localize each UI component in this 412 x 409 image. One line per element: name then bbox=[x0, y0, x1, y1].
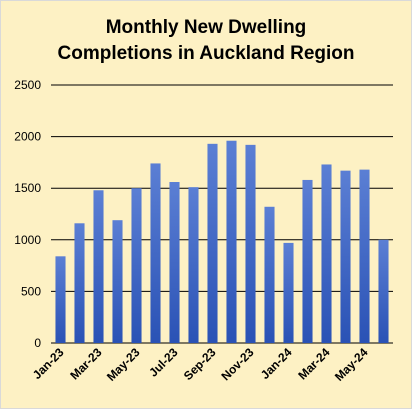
bar bbox=[359, 169, 370, 343]
bar bbox=[207, 143, 218, 343]
x-tick-label: May-24 bbox=[332, 345, 371, 384]
y-tick-label: 1000 bbox=[14, 233, 41, 247]
x-tick-label: Nov-23 bbox=[218, 345, 256, 383]
bar bbox=[150, 163, 161, 343]
bar bbox=[74, 223, 85, 343]
bar bbox=[55, 256, 66, 343]
y-axis-ticks: 0 500 1000 1500 2000 2500 bbox=[14, 78, 41, 350]
gridlines bbox=[51, 84, 393, 344]
x-tick-label: May-23 bbox=[104, 345, 143, 384]
bar bbox=[112, 220, 123, 343]
bar bbox=[378, 239, 389, 343]
bar bbox=[302, 179, 313, 343]
x-tick-label: Sep-23 bbox=[181, 345, 219, 383]
bar bbox=[264, 206, 275, 343]
bar bbox=[321, 164, 332, 343]
y-tick-label: 2500 bbox=[14, 78, 41, 92]
chart-title: Monthly New Dwelling Completions in Auck… bbox=[57, 17, 355, 64]
bar bbox=[188, 187, 199, 343]
bar bbox=[93, 190, 104, 343]
x-tick-label: Mar-23 bbox=[67, 345, 104, 382]
y-tick-label: 2000 bbox=[14, 130, 41, 144]
bars bbox=[55, 140, 389, 343]
y-tick-label: 0 bbox=[34, 336, 41, 350]
y-tick-label: 1500 bbox=[14, 181, 41, 195]
x-tick-label: Jan-23 bbox=[30, 345, 67, 382]
x-tick-label: Mar-24 bbox=[295, 345, 332, 382]
bar bbox=[340, 170, 351, 343]
bar bbox=[131, 188, 142, 343]
x-tick-label: Jul-23 bbox=[146, 345, 181, 380]
x-axis-ticks: Jan-23 Mar-23 May-23 Jul-23 Sep-23 Nov-23 Jan-… bbox=[30, 345, 371, 384]
bar bbox=[226, 140, 237, 343]
y-tick-label: 500 bbox=[21, 284, 41, 298]
x-tick-label: Jan-24 bbox=[258, 345, 295, 382]
bar bbox=[283, 242, 294, 343]
bar bbox=[245, 144, 256, 343]
bar bbox=[169, 182, 180, 343]
